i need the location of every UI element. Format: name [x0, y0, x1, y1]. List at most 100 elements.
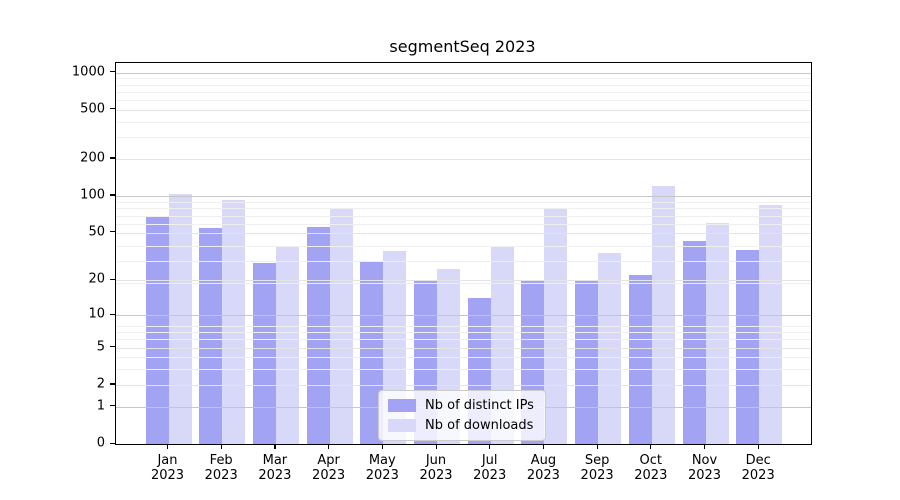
bar-nb-of-downloads-feb [222, 199, 246, 444]
x-tick-label: Nov 2023 [687, 453, 722, 483]
x-tick-label: Dec 2023 [741, 453, 775, 483]
plot-area: Nb of distinct IPs Nb of downloads [115, 62, 812, 445]
bar-nb-of-downloads-nov [705, 222, 729, 444]
gridline-1000 [116, 72, 811, 74]
gridline-200 [116, 158, 811, 160]
gridline-minor [116, 261, 811, 263]
bar-nb-of-distinct-ips-mar [252, 262, 276, 444]
bars-layer [116, 63, 811, 444]
gridline-minor [116, 369, 811, 371]
bar-nb-of-distinct-ips-feb [199, 227, 223, 444]
bar-nb-of-downloads-aug [544, 207, 568, 444]
x-tick-label: Apr 2023 [312, 453, 346, 483]
x-tick-label: Jul 2023 [473, 453, 507, 483]
legend: Nb of distinct IPs Nb of downloads [378, 390, 546, 441]
legend-label-distinct-ips: Nb of distinct IPs [425, 398, 534, 413]
gridline-2 [116, 384, 811, 386]
y-tick-label: 200 [80, 150, 105, 166]
gridline-minor [116, 137, 811, 139]
y-tick-label: 20 [88, 271, 105, 287]
gridline-20 [116, 280, 811, 282]
y-tick-label: 50 [88, 224, 105, 240]
gridline-50 [116, 232, 811, 234]
bar-nb-of-distinct-ips-dec [736, 249, 760, 444]
x-tick-label: Mar 2023 [258, 453, 292, 483]
gridline-minor [116, 91, 811, 93]
gridline-5 [116, 347, 811, 349]
chart-title: segmentSeq 2023 [389, 37, 536, 56]
gridline-minor [116, 121, 811, 123]
legend-label-downloads: Nb of downloads [425, 418, 534, 433]
x-tick-mark [167, 444, 169, 449]
y-tick-label: 1000 [71, 64, 105, 80]
x-tick-mark [381, 444, 383, 449]
y-tick-mark [110, 71, 115, 73]
x-tick-mark [328, 444, 330, 449]
y-tick-mark [110, 313, 115, 315]
gridline-minor [116, 100, 811, 102]
y-tick-mark [110, 383, 115, 385]
x-tick-label: May 2023 [365, 453, 399, 483]
x-tick-mark [542, 444, 545, 449]
y-tick-label: 100 [80, 187, 105, 203]
gridline-minor [116, 332, 811, 334]
gridline-minor [116, 215, 811, 217]
gridline-minor [116, 202, 811, 204]
bar-nb-of-distinct-ips-apr [306, 226, 330, 444]
x-tick-label: Feb 2023 [204, 453, 238, 483]
gridline-100 [116, 195, 811, 197]
bar-nb-of-distinct-ips-nov [682, 240, 706, 444]
y-tick-label: 0 [96, 435, 105, 451]
y-tick-label: 2 [96, 376, 105, 392]
x-tick-mark [650, 444, 652, 449]
bar-nb-of-downloads-oct [651, 186, 675, 444]
bar-nb-of-distinct-ips-sep [575, 280, 599, 444]
x-tick-mark [596, 444, 598, 449]
y-tick-mark [110, 278, 115, 280]
y-tick-label: 10 [88, 306, 105, 322]
gridline-minor [116, 78, 811, 80]
y-tick-mark [110, 108, 115, 110]
x-tick-label: Oct 2023 [634, 453, 668, 483]
y-tick-mark [110, 442, 115, 444]
grid-layer [116, 63, 811, 444]
gridline-minor [116, 339, 811, 341]
gridline-500 [116, 109, 811, 111]
gridline-minor [116, 84, 811, 86]
gridline-minor [116, 223, 811, 225]
y-tick-label: 1 [96, 398, 105, 414]
gridline-minor [116, 208, 811, 210]
bar-nb-of-downloads-sep [598, 252, 622, 444]
bar-nb-of-downloads-apr [329, 209, 353, 444]
x-tick-mark [435, 444, 437, 449]
legend-item-downloads: Nb of downloads [388, 418, 534, 433]
bar-nb-of-downloads-jan [168, 193, 192, 444]
bar-nb-of-distinct-ips-jan [145, 217, 169, 444]
x-tick-mark [220, 444, 222, 449]
x-tick-label: Jun 2023 [419, 453, 453, 483]
y-tick-label: 5 [96, 339, 105, 355]
y-tick-mark [110, 194, 115, 196]
legend-swatch-downloads [388, 419, 416, 432]
gridline-minor [116, 357, 811, 359]
gridline-minor [116, 245, 811, 247]
legend-item-distinct-ips: Nb of distinct IPs [388, 398, 534, 413]
y-tick-mark [110, 157, 115, 159]
bar-nb-of-downloads-dec [759, 204, 783, 444]
gridline-minor [116, 325, 811, 327]
gridline-minor [116, 282, 811, 284]
x-tick-mark [489, 444, 491, 449]
x-tick-mark [274, 444, 276, 449]
gridline-10 [116, 315, 811, 317]
x-tick-mark [757, 444, 759, 449]
x-tick-label: Sep 2023 [580, 453, 614, 483]
bar-nb-of-downloads-mar [275, 247, 299, 444]
y-tick-mark [110, 231, 115, 233]
y-tick-label: 500 [80, 101, 105, 117]
x-tick-label: Aug 2023 [526, 453, 560, 483]
x-tick-mark [704, 444, 706, 449]
y-tick-mark [110, 346, 115, 348]
bar-nb-of-distinct-ips-oct [628, 275, 652, 444]
legend-swatch-distinct-ips [388, 399, 416, 412]
